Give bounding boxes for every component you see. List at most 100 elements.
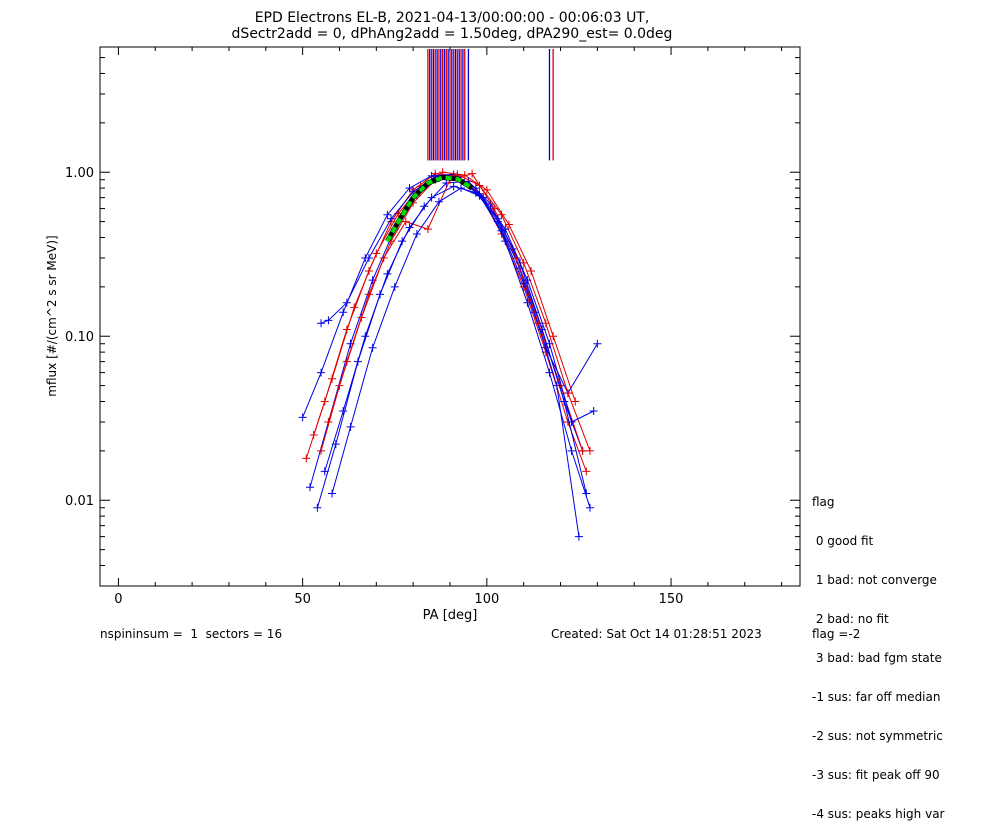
data-point-red	[364, 290, 373, 299]
data-point-blue	[390, 282, 399, 291]
data-point-red	[578, 446, 587, 455]
series-line-red	[320, 173, 584, 452]
chart-title-line2: dSectr2add = 0, dPhAng2add = 1.50deg, dP…	[232, 26, 673, 42]
legend-item: 0 good fit	[812, 534, 874, 548]
data-point-red	[549, 332, 558, 341]
series-line-blue	[316, 180, 580, 537]
data-point-blue	[405, 223, 414, 232]
data-point-red	[468, 169, 477, 178]
data-point-blue	[545, 339, 554, 348]
flag-legend: flag 0 good fit 1 bad: not converge 2 ba…	[812, 470, 944, 834]
data-point-red	[527, 266, 536, 275]
data-point-blue	[434, 197, 443, 206]
data-point-blue	[541, 343, 550, 352]
data-point-red	[372, 249, 381, 258]
data-point-blue	[298, 413, 307, 422]
data-point-blue	[339, 407, 348, 416]
data-point-blue	[368, 343, 377, 352]
y-tick-label: 0.10	[65, 330, 94, 345]
data-point-blue	[427, 171, 436, 180]
data-point-red	[563, 389, 572, 398]
x-tick-label: 50	[294, 592, 311, 607]
data-point-blue	[449, 182, 458, 191]
data-point-blue	[560, 397, 569, 406]
data-point-blue	[497, 226, 506, 235]
data-point-blue	[523, 276, 532, 285]
data-point-blue	[427, 193, 436, 202]
series-line-blue	[320, 176, 598, 395]
data-point-red	[302, 454, 311, 463]
data-point-blue	[306, 483, 314, 492]
data-point-red	[482, 185, 491, 194]
data-point-blue	[582, 489, 591, 498]
x-tick-label: 100	[474, 592, 499, 607]
data-point-red	[571, 397, 580, 406]
data-point-blue	[317, 368, 326, 377]
data-point-blue	[586, 503, 594, 512]
data-point-blue	[342, 298, 351, 307]
x-tick-label: 150	[659, 592, 684, 607]
legend-item: 3 bad: bad fgm state	[812, 651, 942, 665]
data-point-blue	[420, 202, 429, 211]
data-point-red	[342, 357, 351, 366]
data-point-red	[328, 374, 337, 383]
data-point-red	[324, 417, 333, 426]
data-point-red	[582, 467, 591, 476]
data-point-blue	[479, 193, 488, 202]
footer-flag: flag =-2	[812, 627, 861, 641]
series-line-blue	[309, 177, 591, 508]
data-point-red	[586, 446, 594, 455]
data-point-blue	[383, 269, 392, 278]
chart-axes: 0 50 100 150 0.01 0.10 1.00	[65, 47, 800, 607]
data-point-blue	[501, 225, 510, 234]
series-line-red	[327, 173, 591, 452]
data-point-red	[475, 181, 484, 190]
y-axis-label: mflux [#/(cm^2 s sr MeV)]	[45, 235, 59, 396]
data-point-blue	[574, 532, 583, 541]
data-point-blue	[313, 503, 322, 512]
data-point-red	[423, 225, 432, 234]
data-point-blue	[324, 316, 333, 325]
data-point-red	[309, 430, 318, 439]
x-tick-label: 0	[114, 592, 122, 607]
data-point-red	[541, 319, 550, 328]
legend-item: -3 sus: fit peak off 90	[812, 768, 940, 782]
data-point-red	[317, 446, 326, 455]
data-point-blue	[346, 422, 355, 431]
data-point-blue	[593, 339, 602, 348]
data-point-blue	[405, 184, 414, 193]
data-point-red	[497, 210, 506, 219]
data-point-blue	[339, 308, 348, 317]
y-tick-label: 0.01	[65, 494, 94, 509]
x-axis-label: PA [deg]	[423, 608, 478, 623]
data-point-blue	[364, 253, 373, 262]
chart-marks	[298, 49, 602, 541]
series-line-blue	[324, 185, 587, 494]
footer-nspin-sectors: nspininsum = 1 sectors = 16	[100, 627, 283, 641]
data-point-blue	[412, 230, 421, 239]
data-point-blue	[457, 184, 466, 193]
data-point-blue	[589, 407, 598, 416]
legend-item: -4 sus: peaks high var	[812, 807, 945, 821]
y-tick-label: 1.00	[65, 166, 94, 181]
data-point-blue	[317, 319, 326, 328]
chart-title-line1: EPD Electrons EL-B, 2021-04-13/00:00:00 …	[255, 10, 650, 26]
legend-item: -2 sus: not symmetric	[812, 729, 943, 743]
legend-item: 1 bad: not converge	[812, 573, 937, 587]
data-point-red	[519, 258, 528, 267]
data-point-blue	[383, 210, 392, 219]
legend-title: flag	[812, 495, 835, 509]
data-point-blue	[328, 489, 337, 498]
data-point-blue	[320, 467, 329, 476]
data-point-blue	[387, 214, 396, 223]
legend-item: 2 bad: no fit	[812, 612, 889, 626]
data-point-blue	[567, 446, 576, 455]
data-point-red	[350, 303, 359, 312]
data-point-blue	[519, 279, 528, 288]
legend-item: -1 sus: far off median	[812, 690, 941, 704]
pitch-angle-plot: EPD Electrons EL-B, 2021-04-13/00:00:00 …	[45, 10, 801, 623]
fit-curve	[385, 175, 474, 243]
data-point-red	[401, 217, 410, 226]
data-point-blue	[545, 368, 554, 377]
data-point-blue	[567, 417, 576, 426]
